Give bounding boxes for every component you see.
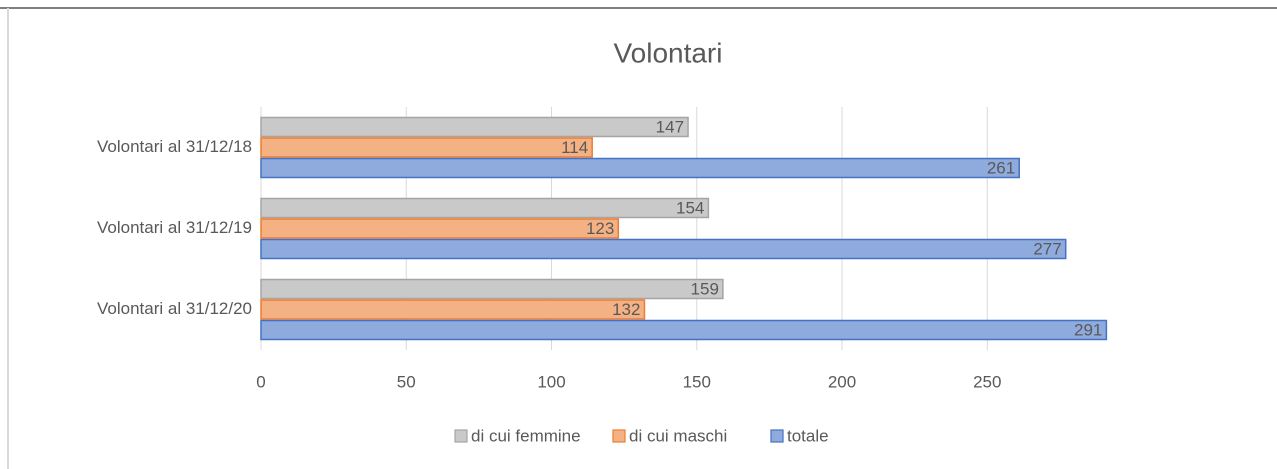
legend-label: totale <box>787 426 829 445</box>
bar <box>260 197 710 219</box>
bar <box>260 278 724 300</box>
data-label: 154 <box>676 198 704 217</box>
bar <box>260 116 689 138</box>
bar <box>260 299 646 320</box>
x-tick-label: 100 <box>537 372 565 391</box>
data-label: 291 <box>1074 320 1102 339</box>
x-tick-label: 50 <box>397 372 416 391</box>
legend-swatch <box>454 429 468 443</box>
data-label: 132 <box>612 300 640 319</box>
data-label: 159 <box>691 279 719 298</box>
x-tick-label: 0 <box>256 372 265 391</box>
data-label: 123 <box>586 219 614 238</box>
bar <box>260 157 1020 179</box>
legend-swatch <box>612 429 626 443</box>
x-tick-label: 150 <box>683 372 711 391</box>
data-label: 261 <box>987 158 1015 177</box>
bar <box>260 319 1108 341</box>
y-tick-label: Volontari al 31/12/18 <box>97 137 252 156</box>
y-tick-label: Volontari al 31/12/19 <box>97 218 252 237</box>
bar <box>260 238 1067 260</box>
data-label: 147 <box>656 117 684 136</box>
bar <box>260 218 620 239</box>
data-label: 114 <box>561 138 588 157</box>
legend-swatch <box>770 429 784 443</box>
x-tick-label: 250 <box>973 372 1001 391</box>
legend-label: di cui femmine <box>471 426 581 445</box>
data-label: 277 <box>1033 239 1061 258</box>
chart-title: Volontari <box>614 37 723 68</box>
x-tick-label: 200 <box>828 372 856 391</box>
y-tick-label: Volontari al 31/12/20 <box>97 299 252 318</box>
legend-label: di cui maschi <box>629 426 727 445</box>
bar <box>260 137 593 158</box>
